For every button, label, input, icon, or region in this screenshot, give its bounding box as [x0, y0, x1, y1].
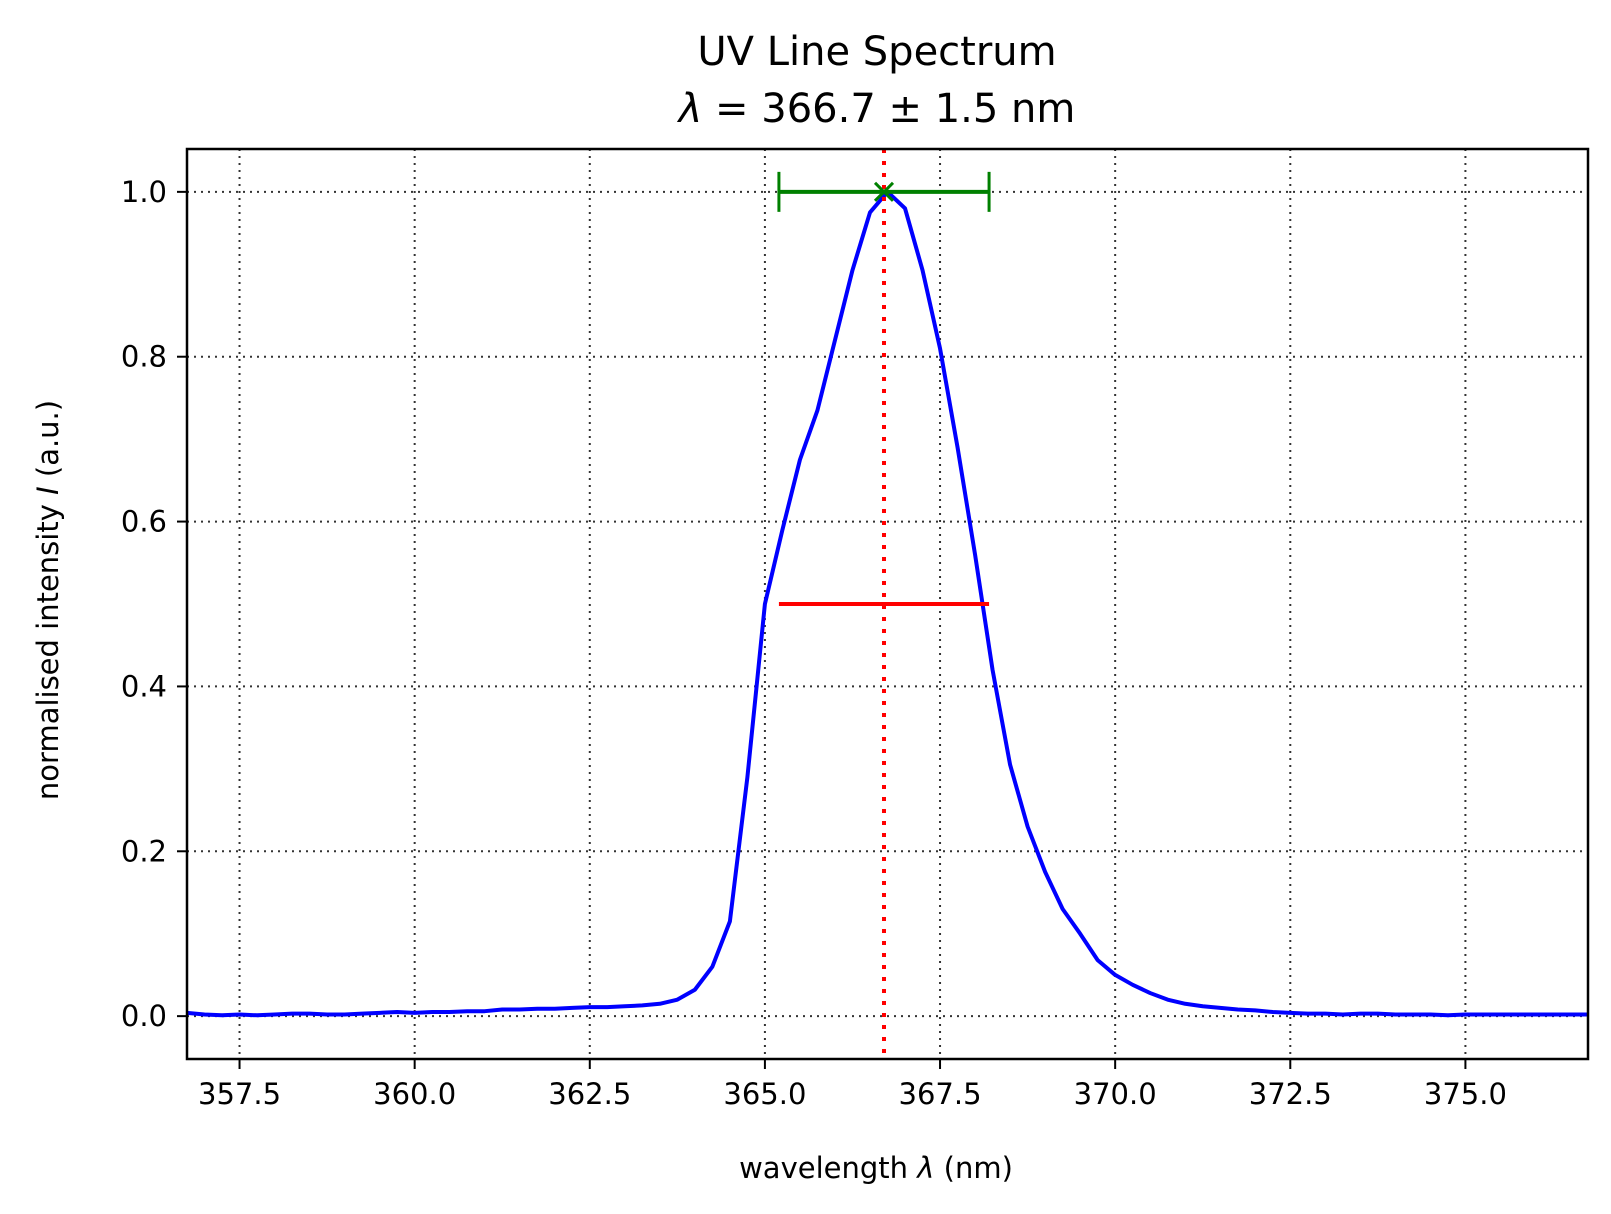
- axes-frame: [185, 147, 1590, 1061]
- y-tick-label: 1.0: [121, 175, 167, 209]
- x-tick-label: 362.5: [548, 1077, 631, 1111]
- subtitle-symbol: λ: [677, 86, 703, 132]
- x-tick-label: 370.0: [1074, 1077, 1157, 1111]
- x-tick-label: 357.5: [198, 1077, 281, 1111]
- axes: 357.5 360.0 362.5 365.0 367.5 370.0 372.5 375.0…: [121, 147, 1590, 1111]
- y-tick-label: 0.6: [121, 505, 167, 539]
- x-tick-label: 365.0: [723, 1077, 806, 1111]
- chart-subtitle: λ = 366.7 ± 1.5 nm: [677, 86, 1076, 132]
- subtitle-text: = 366.7 ± 1.5 nm: [702, 86, 1075, 132]
- x-axis-label-prefix: wavelength: [739, 1151, 917, 1185]
- x-axis-label-suffix: (nm): [934, 1151, 1012, 1185]
- peak-marker-stroke-b: [873, 181, 895, 202]
- y-tick-label: 0.4: [121, 669, 167, 703]
- y-tick-label: 0.2: [121, 834, 167, 868]
- x-axis-label-symbol: λ: [915, 1151, 934, 1185]
- x-axis-label: wavelength λ (nm): [739, 1151, 1013, 1185]
- chart-title: UV Line Spectrum: [697, 29, 1056, 75]
- x-tick-label: 375.0: [1424, 1077, 1507, 1111]
- plot-area: [187, 149, 1588, 1059]
- x-tick-label: 367.5: [899, 1077, 982, 1111]
- x-tick-label: 360.0: [373, 1077, 456, 1111]
- x-tick-label: 372.5: [1249, 1077, 1332, 1111]
- y-tick-label: 0.0: [121, 999, 167, 1033]
- y-axis-label-prefix: normalised intensity: [31, 495, 65, 800]
- y-tick-label: 0.8: [121, 340, 167, 374]
- y-axis-label: normalised intensity I (a.u.): [31, 400, 65, 800]
- y-axis-label-symbol: I: [31, 486, 65, 495]
- y-axis-label-suffix: (a.u.): [31, 400, 65, 486]
